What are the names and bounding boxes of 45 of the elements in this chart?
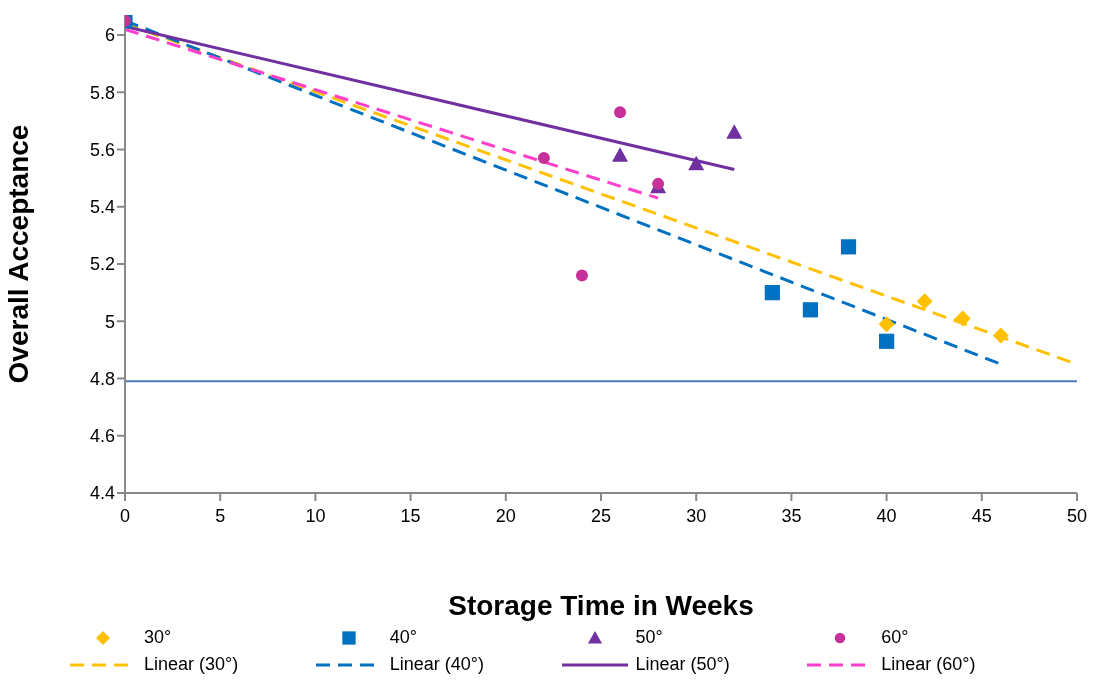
x-tick-label: 50 [1066, 505, 1088, 526]
point [916, 293, 933, 310]
y-tick-label: 4.8 [89, 368, 115, 389]
x-tick-label: 20 [495, 505, 516, 526]
legend-label: 30° [144, 627, 172, 648]
point [879, 333, 895, 349]
y-tick-label: 6 [104, 25, 115, 46]
x-tick-label: 0 [119, 505, 131, 526]
x-tick-label: 15 [400, 505, 421, 526]
legend-label: Linear (50°) [635, 654, 730, 675]
point [575, 269, 588, 282]
y-axis-title: Overall Acceptance [2, 124, 34, 384]
point [612, 147, 629, 162]
legend-label: Linear (30°) [144, 654, 239, 675]
x-tick-label: 25 [590, 505, 612, 526]
point [652, 177, 665, 190]
x-tick-label: 10 [305, 505, 326, 526]
x-axis-title: Storage Time in Weeks [448, 590, 754, 621]
y-tick-label: 5.6 [89, 139, 115, 160]
legend-label: 60° [881, 627, 909, 648]
point [878, 316, 895, 333]
x-tick-label: 45 [971, 505, 992, 526]
point [688, 155, 705, 171]
y-tick-label: 5 [104, 311, 115, 332]
legend-label: Linear (60°) [881, 654, 976, 675]
y-tick-label: 5.4 [89, 197, 115, 218]
x-tick-label: 35 [781, 505, 802, 526]
y-tick-label: 5.2 [89, 254, 115, 275]
point [726, 124, 743, 139]
y-tick-label: 4.4 [89, 483, 115, 504]
point [840, 239, 857, 255]
point [954, 310, 971, 327]
legend-label: 40° [389, 627, 417, 648]
y-tick-label: 5.8 [89, 82, 115, 103]
point [802, 302, 819, 318]
y-tick-label: 4.6 [89, 426, 115, 447]
x-tick-label: 5 [215, 505, 226, 526]
legend-label: 50° [635, 627, 663, 648]
legend-label: Linear (40°) [389, 654, 484, 675]
point [992, 327, 1009, 344]
x-tick-label: 30 [686, 505, 707, 526]
point [614, 106, 627, 119]
x-tick-label: 40 [876, 505, 897, 526]
point [764, 285, 780, 301]
point [537, 152, 550, 165]
